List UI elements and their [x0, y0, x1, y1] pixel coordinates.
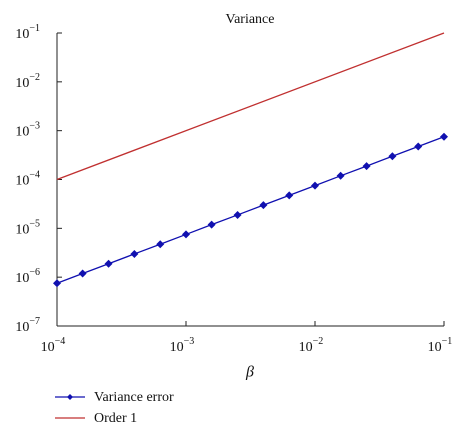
series-marker [233, 210, 242, 219]
y-tick-label: 10−6 [15, 267, 40, 286]
series-marker [414, 142, 423, 151]
x-tick-label: 10−2 [299, 336, 324, 355]
x-tick-label: 10−3 [170, 336, 195, 355]
series-marker [130, 249, 139, 258]
series-marker [156, 240, 165, 249]
series-marker [285, 191, 294, 200]
legend-label: Variance error [94, 390, 174, 405]
y-tick-label: 10−2 [15, 72, 40, 91]
series-marker [259, 201, 268, 210]
legend-marker [67, 394, 73, 400]
series-marker [311, 181, 319, 190]
series-marker [440, 132, 448, 141]
series-line [56, 32, 445, 181]
series-marker [182, 230, 190, 239]
series-marker [104, 259, 113, 268]
y-tick-label: 10−3 [15, 121, 40, 140]
legend-label: Order 1 [94, 411, 137, 426]
series-marker [362, 162, 371, 171]
y-tick-label: 10−7 [15, 316, 40, 335]
x-tick-label: 10−1 [428, 336, 453, 355]
y-tick-label: 10−5 [15, 219, 40, 238]
y-tick-label: 10−4 [15, 170, 40, 189]
series-line [56, 136, 445, 284]
series-marker [388, 152, 397, 161]
chart-title: Variance [226, 12, 275, 27]
y-tick-label: 10−1 [15, 23, 40, 42]
series-marker [336, 171, 345, 180]
series-marker [207, 220, 216, 229]
x-axis-label: β [245, 364, 254, 381]
series-marker [78, 269, 87, 278]
x-tick-label: 10−4 [41, 336, 66, 355]
series-marker [53, 279, 61, 288]
